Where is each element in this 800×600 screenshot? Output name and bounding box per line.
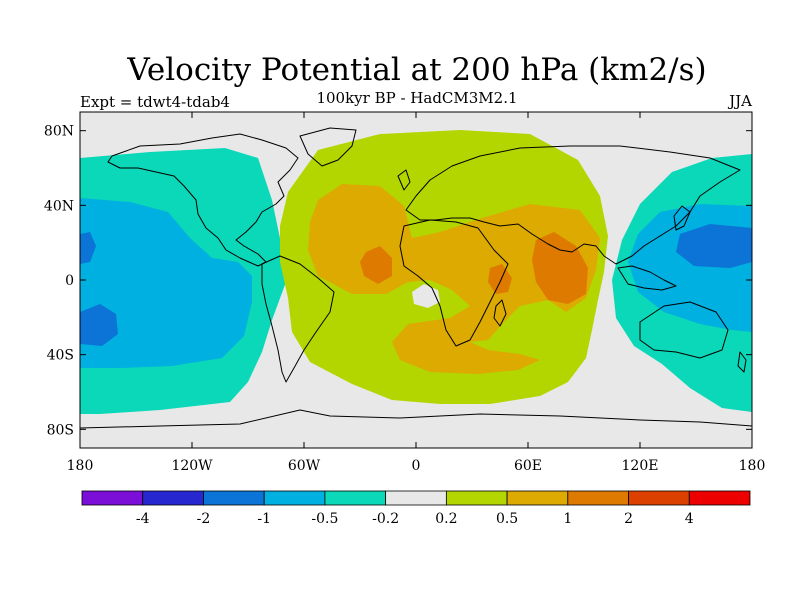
coast-madagascar (493, 299, 507, 327)
colorbar-label: 2 (624, 511, 633, 527)
colorbar-swatch (203, 490, 265, 506)
coast-uk (397, 169, 411, 191)
colorbar-label: 0.2 (435, 511, 457, 527)
lon-tick-label: 120E (622, 458, 659, 474)
chart-title: Velocity Potential at 200 hPa (km2/s) (127, 52, 707, 88)
lat-tick-label: 40S (47, 348, 74, 364)
colorbar: -4 -2 -1 -0.5 -0.2 0.2 0.5 1 2 4 (81, 490, 751, 527)
colorbar-label: -1 (257, 511, 271, 527)
contour-neg-east-core (676, 224, 752, 268)
coast-australia (639, 301, 729, 359)
contour-pos-core-ind2 (488, 264, 512, 294)
coast-antarctica (80, 409, 752, 429)
experiment-label: Expt = tdwt4-tdab4 (80, 93, 230, 111)
coast-eurasia (405, 145, 741, 265)
colorbar-swatch (263, 490, 326, 506)
lon-tick-label: 120W (171, 458, 213, 474)
lon-tick-label: 60W (288, 458, 321, 474)
colorbar-swatch (567, 490, 629, 506)
lon-tick-label: 180 (739, 458, 766, 474)
coast-new-zealand (737, 351, 747, 373)
colorbar-label: -0.5 (311, 511, 338, 527)
contour-neg-west-core2 (80, 304, 118, 346)
lat-tick-label: 40N (44, 198, 74, 214)
lon-tick-label: 180 (67, 458, 94, 474)
colorbar-swatch (506, 490, 569, 506)
coast-japan (673, 205, 691, 231)
longitude-axis: 180 120W 60W 0 60E 120E 180 (67, 112, 766, 474)
colorbar-swatch (445, 490, 508, 506)
coastlines (80, 127, 752, 429)
chart-subtitle: 100kyr BP - HadCM3M2.1 (316, 89, 518, 107)
colorbar-label: -4 (136, 511, 150, 527)
lon-tick-label: 0 (412, 458, 421, 474)
contour-pos-core-ind1 (532, 232, 588, 304)
colorbar-swatch (688, 490, 751, 506)
coast-north-america (107, 133, 299, 267)
coast-southeast-asia (617, 265, 677, 291)
coast-africa (399, 219, 509, 347)
coast-south-america (261, 255, 335, 383)
colorbar-swatch (142, 490, 204, 506)
contour-pos-middle (308, 184, 600, 374)
colorbar-label: 4 (685, 511, 694, 527)
colorbar-swatch (385, 490, 447, 506)
contour-pos-core-atl (360, 246, 392, 284)
colorbar-label: 0.5 (496, 511, 518, 527)
lat-tick-label: 80S (47, 422, 74, 438)
colorbar-label: 1 (563, 511, 572, 527)
lon-tick-label: 60E (514, 458, 542, 474)
coast-greenland (299, 127, 357, 167)
colorbar-label: -2 (197, 511, 211, 527)
season-label: JJA (729, 92, 752, 110)
contour-neg-west-inner (80, 198, 252, 368)
colorbar-swatch (628, 490, 690, 506)
latitude-axis: 80N 40N 0 40S 80S (44, 124, 752, 438)
contour-neg-west-core1 (80, 232, 96, 264)
colorbar-label: -0.2 (372, 511, 399, 527)
lat-tick-label: 80N (44, 124, 74, 140)
colorbar-swatch (324, 490, 387, 506)
colorbar-swatch (81, 490, 144, 506)
lat-tick-label: 0 (65, 273, 74, 289)
contour-field (80, 112, 752, 448)
